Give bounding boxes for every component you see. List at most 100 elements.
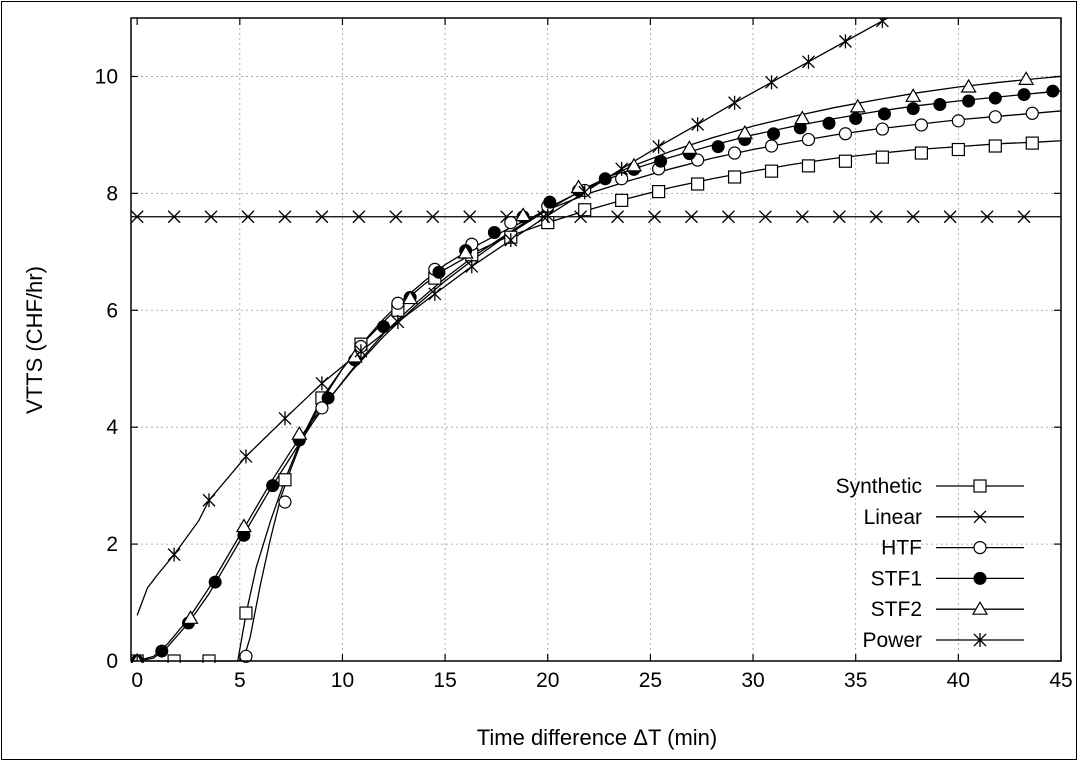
axis-ticks: 0 5 10 15 20 25 30 35 40 45 0 2 4 6 8 10 <box>95 18 1073 692</box>
data-point-linear <box>943 210 957 224</box>
data-point-stf2 <box>291 426 308 440</box>
data-point-power <box>202 493 216 508</box>
data-point-synthetic <box>764 164 779 178</box>
data-point-stf2 <box>960 78 977 93</box>
series-line-synthetic <box>137 140 1061 662</box>
data-point-linear <box>389 210 403 224</box>
data-point-stf2 <box>235 518 252 533</box>
data-point-synthetic <box>727 170 742 184</box>
data-point-synthetic <box>951 142 965 157</box>
y-tick-label: 2 <box>106 533 118 556</box>
data-point-power <box>578 185 592 200</box>
data-point-stf1 <box>1046 84 1060 98</box>
legend-marker-power <box>973 633 987 647</box>
data-point-linear <box>352 210 366 224</box>
data-point-linear <box>1017 210 1031 224</box>
data-point-linear <box>315 210 329 224</box>
data-point-stf1 <box>877 107 891 121</box>
x-tick-label: 5 <box>234 669 246 692</box>
data-point-power <box>838 34 852 49</box>
data-point-linear <box>795 210 809 224</box>
data-point-synthetic <box>615 193 629 207</box>
y-axis-label: VTTS (CHF/hr) <box>22 266 47 414</box>
data-point-stf1 <box>1017 88 1031 102</box>
legend-label-linear: Linear <box>864 506 922 529</box>
data-point-stf1 <box>822 116 836 130</box>
data-point-synthetic <box>1025 136 1039 150</box>
data-point-stf1 <box>654 154 668 168</box>
data-point-synthetic <box>239 606 253 620</box>
data-point-stf2 <box>515 207 532 222</box>
data-point-htf <box>875 122 889 136</box>
data-point-synthetic <box>838 154 853 168</box>
data-point-linear <box>278 210 292 224</box>
data-point-htf <box>1025 106 1039 120</box>
data-point-linear <box>241 210 255 224</box>
data-point-synthetic <box>875 150 889 164</box>
legend-label-stf2: STF2 <box>871 598 922 621</box>
x-tick-label: 20 <box>536 669 559 692</box>
data-point-linear <box>685 210 698 224</box>
data-point-stf2 <box>849 98 866 113</box>
legend-label-synthetic: Synthetic <box>836 475 922 498</box>
data-point-htf <box>391 296 405 310</box>
legend-marker-linear <box>973 510 987 524</box>
data-point-htf <box>764 139 779 153</box>
data-point-synthetic <box>914 146 928 160</box>
data-point-stf1 <box>962 94 976 108</box>
data-point-stf2 <box>794 110 811 125</box>
data-point-stf1 <box>598 172 612 186</box>
data-point-stf1 <box>377 320 391 334</box>
data-point-linear <box>906 210 920 224</box>
data-point-stf2 <box>457 244 474 259</box>
data-point-htf <box>914 118 928 132</box>
x-tick-label: 40 <box>947 669 970 692</box>
data-point-power <box>315 376 329 391</box>
grid-lines <box>131 18 1061 661</box>
data-point-linear <box>463 210 477 224</box>
data-point-power <box>652 139 666 154</box>
data-point-stf1 <box>711 140 725 154</box>
data-point-htf <box>315 401 329 415</box>
data-point-linear <box>869 210 883 224</box>
data-point-stf1 <box>906 102 920 116</box>
y-tick-label: 10 <box>95 65 118 88</box>
data-point-htf <box>504 215 518 230</box>
data-point-stf2 <box>681 140 698 154</box>
data-point-stf2 <box>1018 71 1035 85</box>
data-point-stf1 <box>767 127 781 141</box>
plot-area-border <box>130 17 1062 662</box>
data-point-power <box>802 54 815 69</box>
x-tick-label: 30 <box>741 669 764 692</box>
data-point-linear <box>574 210 588 224</box>
y-tick-label: 0 <box>106 650 118 673</box>
legend-marker-htf <box>973 540 987 555</box>
data-point-power <box>391 314 405 329</box>
data-point-stf1 <box>487 226 501 240</box>
data-point-linear <box>611 210 625 224</box>
data-point-synthetic <box>691 177 705 191</box>
data-point-linear <box>832 210 846 224</box>
x-tick-label: 0 <box>131 669 143 692</box>
data-point-power <box>765 75 778 90</box>
data-point-linear <box>758 210 772 224</box>
data-point-stf2 <box>182 610 199 624</box>
data-point-htf <box>988 110 1002 124</box>
data-point-stf2 <box>402 290 419 305</box>
data-point-linear <box>648 210 661 224</box>
data-point-power <box>875 18 889 28</box>
series-lines <box>131 18 1061 662</box>
data-point-linear <box>204 210 218 224</box>
data-point-linear <box>721 210 735 224</box>
series-line-power <box>136 18 889 616</box>
data-point-power <box>691 117 705 132</box>
data-point-linear <box>426 210 440 224</box>
data-point-stf1 <box>208 575 222 589</box>
x-axis-label: Time difference ΔT (min) <box>477 725 717 750</box>
data-point-power <box>167 547 181 562</box>
data-point-stf1 <box>988 91 1002 105</box>
data-point-synthetic <box>988 139 1002 153</box>
y-tick-label: 4 <box>106 416 118 439</box>
